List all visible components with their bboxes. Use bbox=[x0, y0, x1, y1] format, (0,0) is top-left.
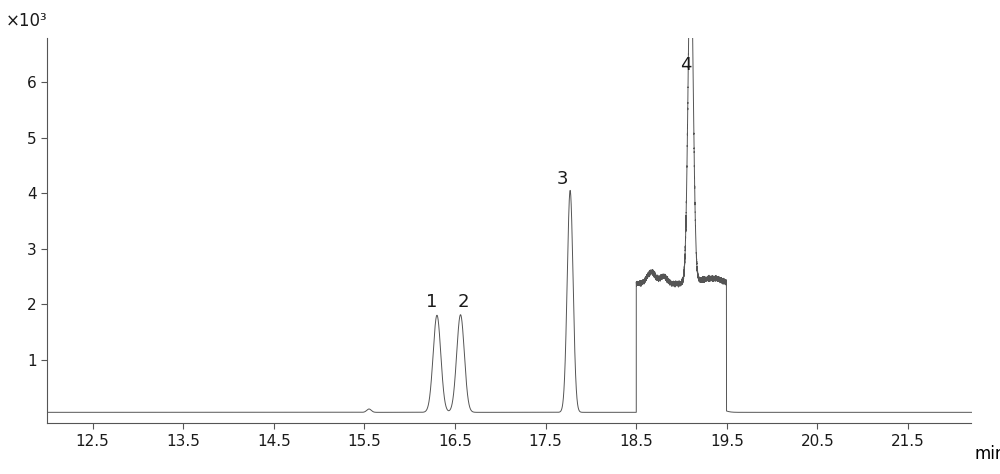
Text: 4: 4 bbox=[680, 56, 692, 74]
Text: 3: 3 bbox=[556, 170, 568, 188]
X-axis label: min: min bbox=[974, 445, 1000, 463]
Text: ×10³: ×10³ bbox=[6, 12, 47, 30]
Text: 1: 1 bbox=[426, 293, 437, 311]
Text: 2: 2 bbox=[457, 293, 469, 311]
